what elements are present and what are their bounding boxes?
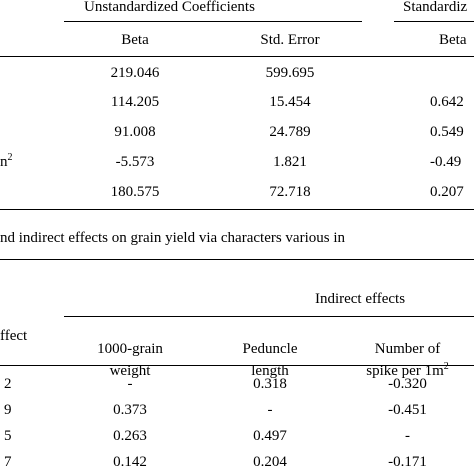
group-header-rule-unstandardized bbox=[64, 21, 362, 22]
beta-column-header: Beta bbox=[121, 32, 149, 48]
standardized-beta-cell: 0.549 bbox=[430, 124, 464, 140]
row-label: 2 bbox=[4, 376, 12, 392]
peduncle-cell: - bbox=[267, 402, 273, 418]
unstandardized-coefficients-header: Unstandardized Coefficients bbox=[84, 0, 255, 15]
standardized-beta-cell: 0.207 bbox=[430, 184, 464, 200]
standardized-coefficients-header: Standardiz bbox=[403, 0, 468, 15]
std-error-cell: 24.789 bbox=[269, 124, 311, 140]
std-error-cell: 599.695 bbox=[265, 65, 315, 81]
peduncle-cell: 0.204 bbox=[253, 454, 287, 470]
row-label: 7 bbox=[4, 454, 12, 470]
table-caption: nd indirect effects on grain yield via c… bbox=[0, 230, 346, 246]
table1-bottom-rule bbox=[0, 209, 474, 210]
grain-weight-column-header: 1000-grain weight bbox=[97, 341, 163, 379]
beta-cell: -5.573 bbox=[115, 154, 155, 170]
spike-cell: - bbox=[405, 428, 410, 444]
spike-number-column-header: Number of spike per 1m2 bbox=[366, 341, 449, 379]
beta-cell: 180.575 bbox=[110, 184, 160, 200]
standardized-beta-column-header: Beta bbox=[439, 32, 467, 48]
standardized-beta-cell: 0.642 bbox=[430, 94, 464, 110]
row-label-fragment: n2 bbox=[0, 152, 13, 171]
std-error-cell: 1.821 bbox=[273, 154, 307, 170]
std-error-cell: 72.718 bbox=[269, 184, 311, 200]
beta-cell: 219.046 bbox=[110, 65, 160, 81]
spike-cell: -0.451 bbox=[388, 402, 427, 418]
row-label: 5 bbox=[4, 428, 12, 444]
beta-cell: 114.205 bbox=[110, 94, 160, 110]
grain-weight-cell: 0.373 bbox=[113, 402, 147, 418]
std-error-column-header: Std. Error bbox=[260, 32, 320, 48]
direct-effect-header-fragment: ffect bbox=[0, 328, 28, 344]
group-header-rule-standardized bbox=[394, 21, 474, 22]
peduncle-cell: 0.318 bbox=[253, 376, 287, 392]
spike-cell: -0.171 bbox=[388, 454, 427, 470]
spike-cell: -0.320 bbox=[388, 376, 427, 392]
std-error-cell: 15.454 bbox=[269, 94, 311, 110]
table2-header-rule bbox=[0, 365, 474, 366]
peduncle-cell: 0.497 bbox=[253, 428, 287, 444]
table2-top-rule bbox=[0, 259, 474, 260]
beta-cell: 91.008 bbox=[114, 124, 156, 140]
table1-header-rule bbox=[0, 56, 474, 57]
standardized-beta-cell: -0.49 bbox=[430, 154, 462, 170]
grain-weight-cell: 0.263 bbox=[113, 428, 147, 444]
grain-weight-cell: 0.142 bbox=[113, 454, 147, 470]
grain-weight-cell: - bbox=[127, 376, 133, 392]
indirect-effects-rule bbox=[64, 316, 474, 317]
peduncle-length-column-header: Peduncle length bbox=[242, 341, 298, 379]
row-label: 9 bbox=[4, 402, 12, 418]
indirect-effects-header: Indirect effects bbox=[314, 291, 406, 307]
